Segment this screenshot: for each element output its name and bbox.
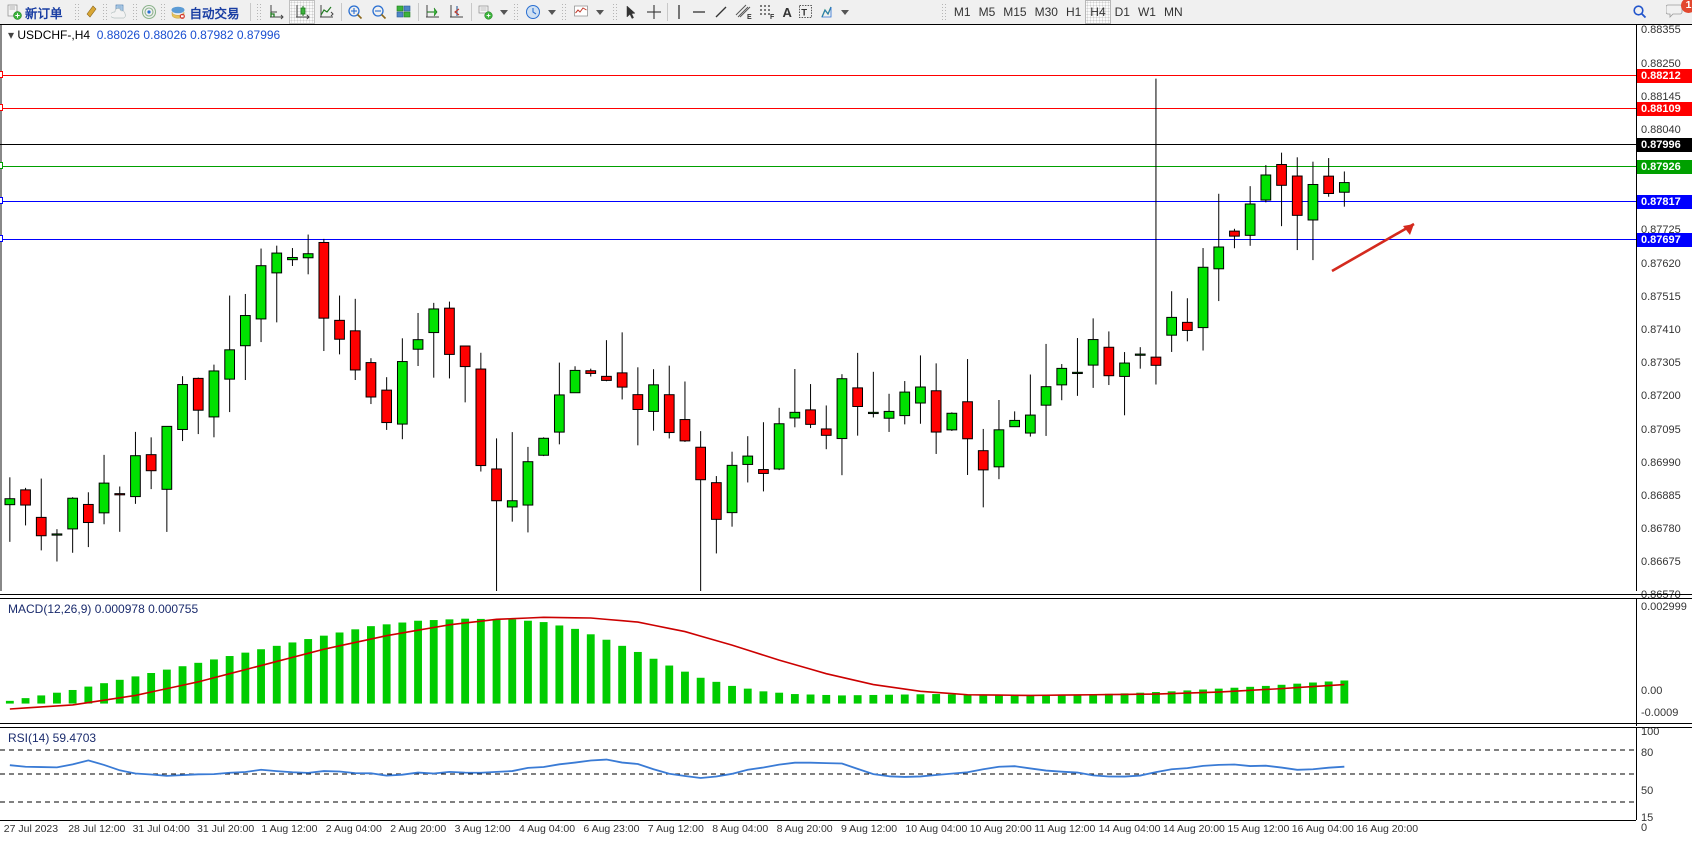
svg-text:T: T — [801, 8, 807, 19]
svg-text:E: E — [747, 14, 752, 20]
svg-text:F: F — [770, 14, 775, 20]
